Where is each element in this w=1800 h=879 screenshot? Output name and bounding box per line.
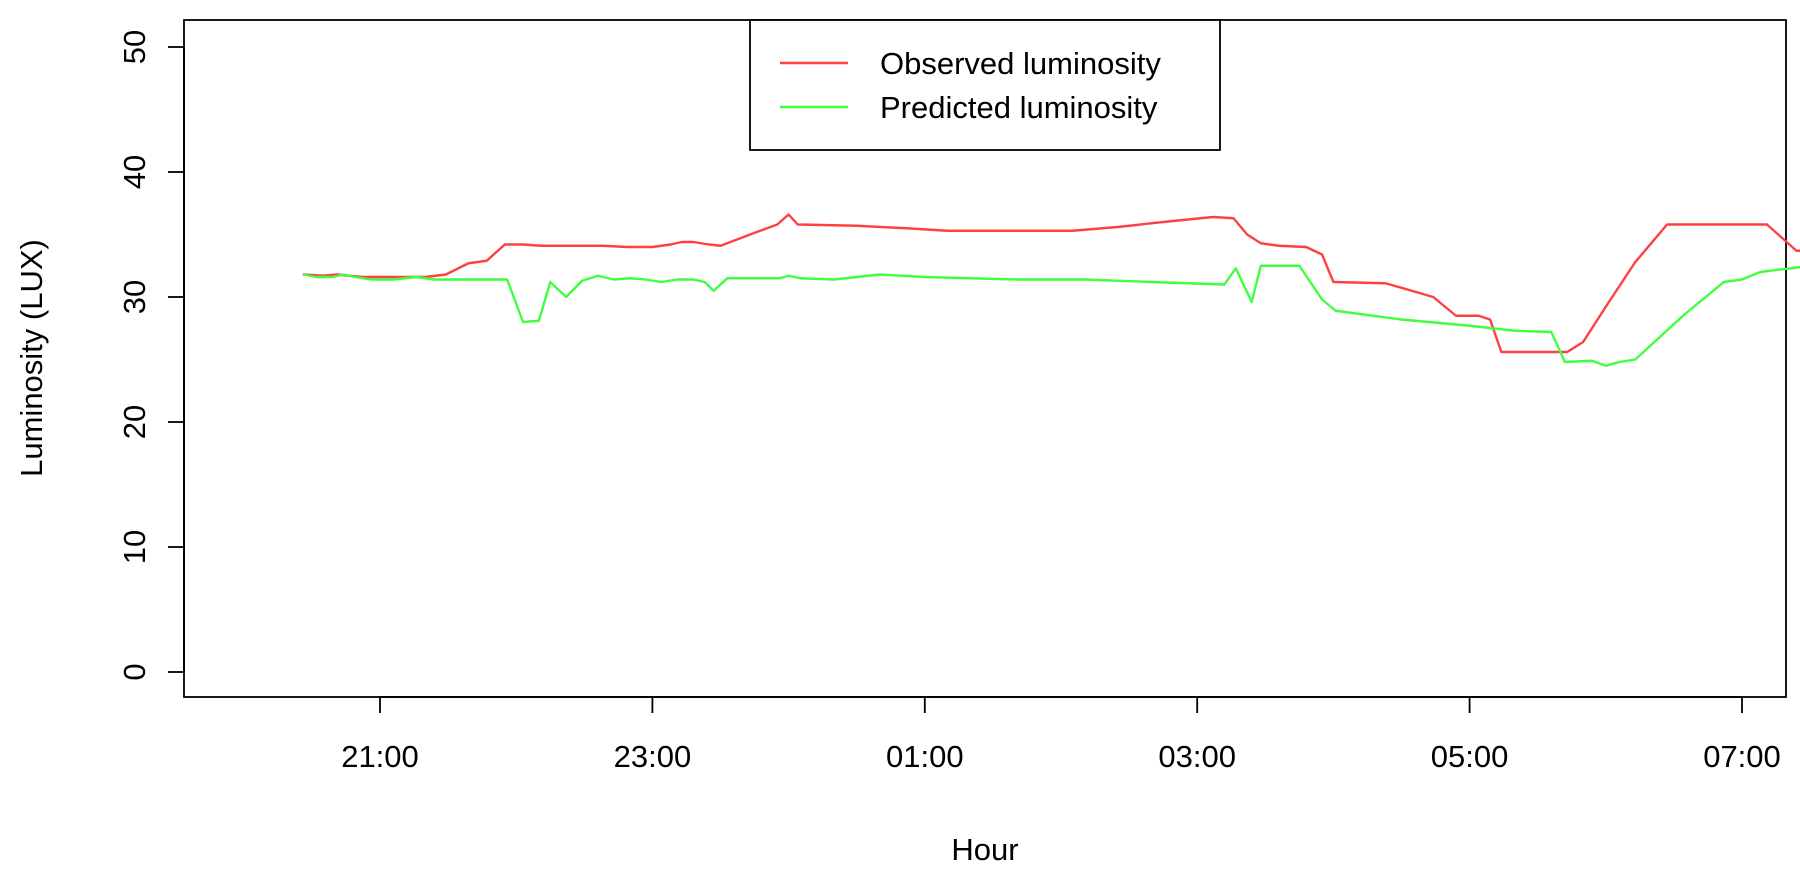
series-line-predicted — [303, 243, 1800, 388]
legend-label-predicted: Predicted luminosity — [880, 90, 1158, 125]
y-tick-label: 20 — [117, 405, 152, 439]
y-tick-label: 30 — [117, 280, 152, 314]
y-tick-label: 10 — [117, 530, 152, 564]
x-axis-title: Hour — [951, 832, 1018, 867]
x-tick-label: 23:00 — [614, 739, 692, 774]
y-tick-label: 50 — [117, 30, 152, 64]
y-tick-label: 0 — [117, 663, 152, 680]
x-tick-label: 03:00 — [1158, 739, 1236, 774]
x-tick-label: 05:00 — [1431, 739, 1509, 774]
x-tick-label: 07:00 — [1703, 739, 1781, 774]
legend-box — [750, 20, 1220, 150]
legend: Observed luminosity Predicted luminosity — [750, 20, 1220, 150]
legend-label-observed: Observed luminosity — [880, 46, 1161, 81]
series-layer — [303, 210, 1800, 389]
y-axis: 0 10 20 30 40 50 — [117, 30, 184, 681]
y-tick-label: 40 — [117, 155, 152, 189]
series-line-observed — [303, 210, 1800, 355]
x-axis: 21:00 23:00 01:00 03:00 05:00 07:00 — [341, 697, 1781, 774]
y-axis-title: Luminosity (LUX) — [14, 239, 49, 477]
x-tick-label: 21:00 — [341, 739, 419, 774]
x-tick-label: 01:00 — [886, 739, 964, 774]
